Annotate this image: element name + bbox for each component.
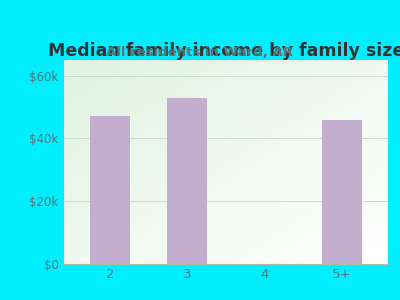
Bar <box>322 120 362 264</box>
Text: All residents in Ward, AR: All residents in Ward, AR <box>106 46 294 59</box>
Bar <box>90 116 130 264</box>
Bar <box>167 98 208 264</box>
Title: Median family income by family size: Median family income by family size <box>48 42 400 60</box>
